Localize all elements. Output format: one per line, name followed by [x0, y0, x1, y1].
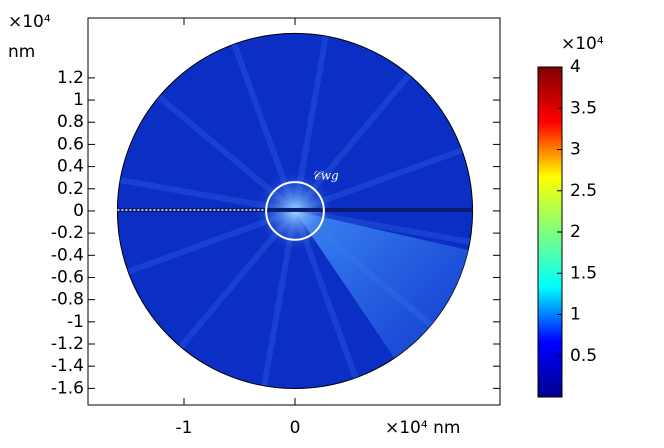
plot-frame [87, 17, 501, 406]
x-tick-label: -1 [176, 418, 193, 438]
colorbar-tick-label: 0.5 [570, 346, 597, 366]
colorbar-exponent: ×10⁴ [561, 34, 604, 54]
colorbar-tick-label: 4 [570, 57, 581, 77]
y-tick-label: 0.2 [57, 179, 84, 199]
y-tick-label: 1.2 [57, 68, 84, 88]
contour-label: 𝒞wg [312, 169, 339, 183]
x-unit: ×10⁴ nm [385, 418, 460, 438]
y-tick-label: -0.2 [51, 223, 84, 243]
y-tick-label: -1.4 [51, 356, 84, 376]
y-tick-label: 0.8 [57, 112, 84, 132]
y-tick-label: -0.8 [51, 290, 84, 310]
y-tick-label: -1.2 [51, 334, 84, 354]
y-tick-label: 0 [73, 201, 84, 221]
x-tick-label: 0 [290, 418, 301, 438]
y-tick-label: -1.6 [51, 378, 84, 398]
colorbar-tick-label: 1.5 [570, 263, 597, 283]
y-tick-label: 0.4 [57, 157, 84, 177]
y-exponent: ×10⁴ [8, 12, 51, 32]
contour [265, 181, 325, 241]
y-unit: nm [8, 42, 35, 62]
colorbar-tick-label: 2.5 [570, 181, 597, 201]
colorbar-tick-label: 3 [570, 140, 581, 160]
y-tick-label: 0.6 [57, 134, 84, 154]
y-tick-label: 1 [73, 90, 84, 110]
colorbar-tick-label: 2 [570, 222, 581, 242]
waveguide [117, 207, 473, 212]
colorbar-tick-label: 1 [570, 305, 581, 325]
y-tick-label: -0.6 [51, 267, 84, 287]
y-tick-label: -0.4 [51, 245, 84, 265]
colorbar-tick-label: 3.5 [570, 98, 597, 118]
y-tick-label: -1 [67, 312, 84, 332]
